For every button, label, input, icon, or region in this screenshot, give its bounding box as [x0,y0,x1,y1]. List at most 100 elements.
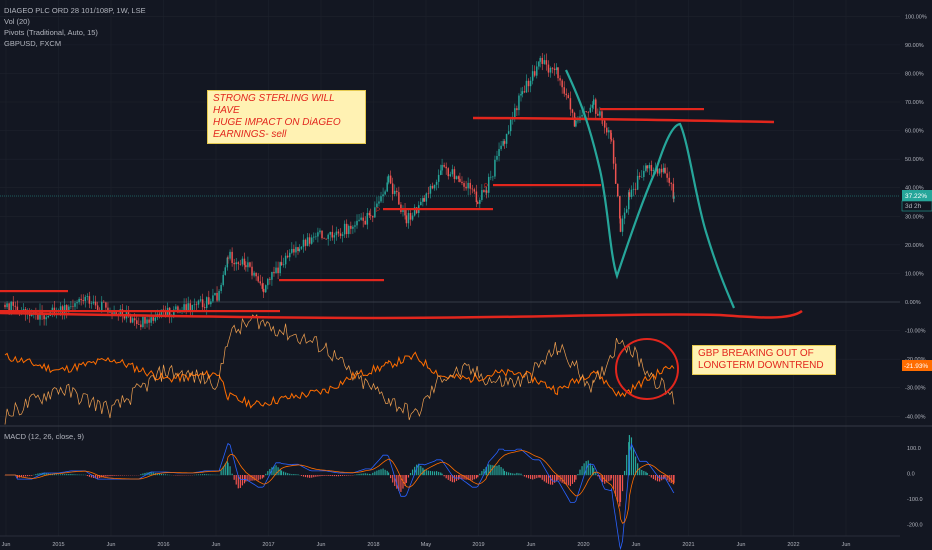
annotation-strong-sterling[interactable]: STRONG STERLING WILL HAVE HUGE IMPACT ON… [207,90,366,144]
macd-histogram-bar [427,470,429,476]
macd-histogram-bar [251,475,253,481]
macd-histogram-bar [167,474,169,476]
candle [131,318,134,323]
candle [306,237,309,246]
macd-histogram-bar [235,475,237,485]
candle [255,272,257,277]
macd-histogram-bar [673,475,675,483]
macd-histogram-bar [323,475,325,476]
macd-histogram-bar [496,465,498,476]
candle [447,168,450,177]
macd-histogram-bar [362,473,364,476]
macd-histogram-bar [117,475,119,476]
candle [368,212,371,216]
macd-legend[interactable]: MACD (12, 26, close, 9) [4,432,85,441]
candle [610,130,612,140]
price-time-badge-bg [901,200,932,212]
candle [295,247,297,253]
macd-histogram-bar [617,475,619,502]
macd-histogram-bar [538,475,540,478]
y-tick-label: -40.00% [905,414,926,420]
candle [177,306,179,313]
macd-histogram-bar [425,470,427,476]
macd-histogram-bar [431,471,434,476]
candle [569,98,572,110]
volume-legend[interactable]: Vol (20) [4,17,30,26]
y-tick-label: 80.00% [905,71,924,77]
macd-histogram-bar [637,463,639,476]
x-tick-label: Jun [2,542,11,548]
candle [396,190,398,193]
macd-histogram-bar [490,464,492,476]
symbol-legend[interactable]: DIAGEO PLC ORD 28 101/108P, 1W, LSE [4,6,146,15]
macd-histogram-bar [293,474,295,476]
macd-histogram-bar [253,475,255,481]
macd-histogram-bar [461,475,463,480]
candle [494,159,496,177]
macd-histogram-bar [398,475,400,491]
pivot-2015 [0,310,280,313]
candle [154,317,157,321]
macd-histogram-bar [366,473,368,476]
compare-legend[interactable]: GBPUSD, FXCM [4,39,62,48]
candle [523,91,526,93]
macd-histogram-bar [344,475,346,476]
macd-histogram-bar [227,462,229,476]
macd-histogram-bar [140,474,142,476]
candle [646,165,648,169]
macd-histogram-bar [249,475,251,481]
pivot-lines: P P [0,108,704,313]
candle [555,67,558,71]
y-tick-label: 70.00% [905,100,924,106]
macd-histogram-bar [457,475,460,480]
candle [591,104,594,108]
macd-histogram-bar [25,475,27,477]
candle [352,226,354,229]
candle [310,237,313,244]
candle [473,189,476,192]
candle [656,168,659,174]
candle [625,209,628,213]
macd-histogram-bar [445,475,447,479]
macd-histogram-bar [315,475,317,477]
pivot-2019 [600,108,704,111]
macd-histogram-bar [295,474,297,476]
candle [404,209,406,216]
candle [527,80,530,87]
macd-histogram-bar [663,475,665,480]
macd-histogram-bar [483,468,485,476]
macd-histogram-bar [392,475,394,483]
candle [543,60,546,64]
candle [113,312,115,314]
macd-histogram-bar [440,472,442,476]
candle [88,296,91,304]
macd-histogram-bar [429,470,432,476]
pivots-legend[interactable]: Pivots (Traditional, Auto, 15) [4,28,98,37]
macd-histogram-bar [514,473,516,476]
annotation-gbp-breakout[interactable]: GBP BREAKING OUT OF LONGTERM DOWNTREND [692,345,836,375]
candle [222,274,224,285]
candle [411,215,414,220]
macd-histogram-bar [602,475,604,483]
macd-histogram-bar [269,468,271,476]
candle [226,257,229,268]
candle [545,60,548,65]
candle [129,315,132,323]
candle [614,163,617,184]
candle [610,139,613,141]
candle [259,281,262,284]
candle [374,207,376,218]
candle [51,307,54,311]
macd-histogram-bar [502,468,504,476]
candle [585,111,587,112]
candle [505,133,508,144]
macd-tick-label: -100.0 [907,497,923,503]
candle [231,251,233,263]
candle [6,303,8,308]
candle [74,303,76,307]
trend-drawings[interactable] [0,69,803,400]
macd-histogram-bar [80,474,82,476]
macd-histogram-bar [543,475,545,482]
support-trendline [0,309,803,320]
